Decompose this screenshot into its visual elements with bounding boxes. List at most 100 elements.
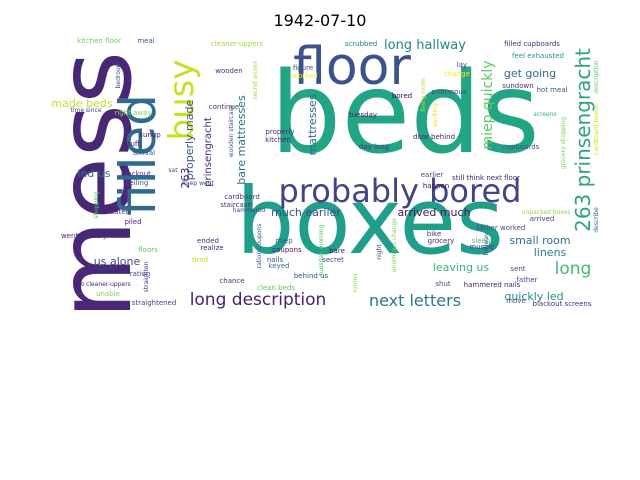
cloud-word-busy: busy: [162, 60, 202, 141]
cloud-word-feel-exhausted: feel exhausted: [512, 52, 564, 60]
cloud-word-small-room: small room: [509, 234, 570, 247]
cloud-word-secret: secret: [322, 256, 344, 264]
cloud-word-enormous: enormous: [432, 88, 467, 96]
cloud-word-exciting: exciting: [432, 103, 439, 127]
cloud-word-long: long: [555, 259, 592, 279]
cloud-word-kitchen-floor: kitchen floor: [77, 37, 121, 45]
cloud-word-piled: piled: [124, 218, 141, 226]
cloud-word-blackout-screens: blackout screens: [533, 300, 592, 308]
cloud-word-next-letters: next letters: [369, 291, 461, 310]
cloud-word-long-hallway: long hallway: [384, 38, 466, 53]
cloud-word-sunup: sunup: [139, 131, 161, 139]
cloud-word-rooms: rooms: [352, 274, 359, 293]
cloud-word-unpacked-boxes: unpacked boxes: [522, 209, 571, 216]
cloud-word-living-room: living room: [420, 78, 427, 112]
cloud-word-filled: filled: [109, 94, 167, 216]
cloud-word-led-us: led us: [77, 167, 110, 180]
cloud-word-arrived: arrived: [530, 215, 555, 223]
cloud-word-continue: continue: [209, 103, 239, 111]
cloud-word-beds: beds: [270, 49, 539, 179]
cloud-word-prinsengracht: prinsengracht: [203, 117, 214, 187]
cloud-word-cardboard-boxes: cardboard boxes: [593, 105, 600, 155]
cloud-word-secret-annex: secret annex: [252, 60, 259, 99]
cloud-word-cleaner-uppers: cleaner-uppers: [211, 40, 264, 48]
cloud-word-eaten: eaten: [110, 208, 130, 216]
cloud-word-long-description: long description: [190, 290, 327, 310]
cloud-word-meal: meal: [137, 37, 154, 45]
cloud-word-ration: ration: [130, 270, 151, 278]
cloud-word-clean-beds: clean beds: [257, 284, 295, 292]
cloud-word-night: night: [376, 244, 383, 260]
cloud-word-hammered: hammered: [233, 207, 266, 214]
cloud-word-day-long: day long: [359, 143, 389, 151]
cloud-word-right-away: right away: [114, 109, 151, 117]
cloud-word-tuesday-morning: tuesday morning: [318, 224, 325, 275]
cloud-word-ended: ended: [197, 237, 219, 245]
cloud-word-sat: sat: [168, 167, 178, 174]
cloud-word-shut: shut: [435, 280, 451, 288]
cloud-word-went-grocery: went grocery: [61, 232, 107, 240]
cloud-word-cardboard: cardboard: [224, 193, 260, 201]
cloud-word-probably-bored: probably bored: [279, 172, 522, 210]
cloud-word-ceiling: ceiling: [126, 179, 149, 187]
cloud-word-father-worked: father worked: [477, 224, 526, 232]
cloud-word-arrived-much: arrived much: [397, 206, 470, 219]
cloud-word-arrival: arrival: [133, 149, 155, 157]
cloud-word-staircase: staircase: [220, 201, 251, 209]
cloud-word-unable: unable: [96, 290, 120, 298]
cloud-word-describe: describe: [593, 207, 600, 233]
cloud-word-ration-coupons: ration coupons: [256, 224, 263, 269]
cloud-word-much-earlier: much earlier: [271, 206, 341, 219]
cloud-word-shopping: shopping: [93, 191, 100, 219]
cloud-word-behind-us: behind us: [294, 272, 329, 280]
cloud-word-kitchen: kitchen: [265, 136, 291, 144]
cloud-word-sundown: sundown: [502, 82, 533, 90]
cloud-word-move: move: [506, 297, 526, 305]
cloud-word-description: description: [593, 60, 600, 94]
cloud-word-263-prinsengracht: 263 prinsengracht: [571, 48, 595, 232]
cloud-word-coupons: coupons: [272, 246, 302, 254]
cloud-word-stuff: stuff: [124, 140, 140, 148]
cloud-word-change: change: [444, 70, 470, 78]
cloud-word-tuesday: tuesday: [349, 111, 377, 119]
cloud-word-wooden-staircase: wooden staircase: [228, 104, 235, 157]
cloud-word-get-going: get going: [504, 67, 556, 80]
cloud-word-miep-quickly: miep quickly: [480, 60, 496, 149]
cloud-word-door-behind: door behind: [413, 133, 455, 141]
cloud-word-lay: lay: [457, 61, 467, 69]
cloud-word-mattresses: mattresses: [306, 94, 319, 155]
cloud-word-bedroom: bedroom: [115, 61, 122, 88]
cloud-word-mess: mess: [36, 51, 155, 319]
cloud-word-straightened: straightened: [132, 299, 177, 307]
cloud-word-boxes: boxes: [236, 168, 504, 275]
cloud-word-realize: realize: [200, 244, 223, 252]
cloud-word-earlier: earlier: [421, 171, 444, 179]
cloud-word-floor: floor: [293, 37, 411, 97]
cloud-word-nails: nails: [267, 256, 284, 264]
cloud-word-grocery: grocery: [428, 237, 455, 245]
cloud-word-tired: tired: [192, 256, 208, 264]
cloud-word-made-beds: made beds: [51, 97, 112, 110]
cloud-word-properly: properly: [265, 128, 294, 136]
cloud-word-blackout: blackout: [121, 170, 151, 178]
cloud-word-leaving-us: leaving us: [433, 261, 490, 274]
cloud-word-happen: happen: [423, 182, 449, 190]
cloud-word-bare-mattresses: bare mattresses: [235, 95, 248, 185]
cloud-word-figure: figure: [293, 64, 313, 72]
cloud-word-properly-made: properly made: [183, 100, 196, 181]
cloud-word-straighten: straighten: [143, 261, 150, 292]
cloud-word-worked: worked: [292, 72, 317, 80]
cloud-word-sleep: sleep: [472, 237, 491, 245]
cloud-word-cupboards: cupboards: [503, 143, 540, 151]
cloud-word-muscle: muscle: [469, 243, 494, 251]
cloud-word-chance: chance: [219, 277, 244, 285]
cloud-word-hammered-nails: hammered nails: [464, 281, 521, 289]
cloud-word-keyed: keyed: [268, 262, 289, 270]
cloud-word-grocery-shopping: grocery shopping: [560, 117, 567, 169]
cloud-word-clean: clean: [99, 264, 118, 272]
cloud-word-linens: linens: [534, 246, 567, 259]
cloud-word-hallway: hallway: [483, 232, 490, 255]
cloud-word-bare: bare: [329, 247, 345, 255]
cloud-word-floors: floors: [138, 246, 158, 254]
